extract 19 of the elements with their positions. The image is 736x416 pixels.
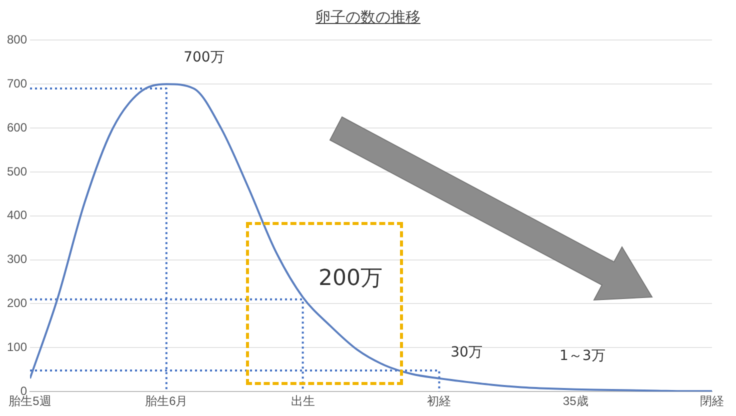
x-tick-label: 胎生6月 xyxy=(145,394,188,408)
chart-title: 卵子の数の推移 xyxy=(314,8,422,27)
line-series xyxy=(30,83,712,392)
annotation: 200万 xyxy=(318,266,383,291)
annotation: 1～3万 xyxy=(560,348,606,364)
y-tick-label: 500 xyxy=(6,164,28,178)
y-tick-label: 200 xyxy=(6,296,28,310)
y-tick-label: 600 xyxy=(6,120,28,134)
x-tick-label: 初経 xyxy=(427,394,452,408)
annotation: 30万 xyxy=(450,344,482,361)
annotation: 700万 xyxy=(184,49,224,66)
x-tick-label: 出生 xyxy=(290,394,315,408)
x-tick-label: 閉経 xyxy=(700,394,724,408)
x-tick-label: 35歳 xyxy=(562,394,588,408)
y-tick-label: 400 xyxy=(6,208,28,222)
y-tick-label: 300 xyxy=(6,252,28,266)
y-tick-label: 700 xyxy=(6,76,28,90)
y-tick-label: 800 xyxy=(6,32,28,47)
y-tick-label: 100 xyxy=(6,340,28,354)
